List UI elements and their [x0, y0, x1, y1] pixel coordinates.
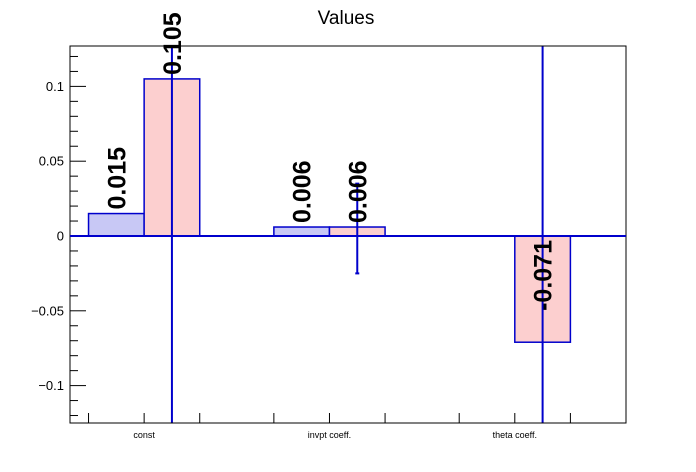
y-tick-label: −0.05: [31, 303, 64, 318]
data-labels-layer: 0.015 0.006 0.105 0.006 -0.071: [103, 12, 557, 311]
y-tick-label: 0.1: [46, 79, 64, 94]
chart-title: Values: [318, 8, 375, 29]
category-label: invpt coeff.: [308, 430, 351, 440]
y-tick-label: 0.05: [39, 154, 64, 169]
category-label: theta coeff.: [493, 430, 537, 440]
category-label: const: [133, 430, 155, 440]
bars-layer: [87, 78, 572, 343]
data-label: -0.071: [530, 240, 558, 311]
bar-series-1-1: [273, 226, 331, 237]
data-label: 0.105: [159, 12, 187, 75]
y-tick-label: 0: [57, 228, 64, 243]
y-tick-label: −0.1: [38, 378, 64, 393]
data-label: 0.006: [289, 160, 317, 223]
bar-series-1-0: [87, 212, 145, 237]
data-label: 0.006: [344, 160, 372, 223]
error-bars-layer: [170, 46, 544, 423]
axes: 0.1 0.05 0 −0.05 −0.1 const invpt coeff. theta …: [31, 45, 627, 440]
data-label: 0.015: [103, 147, 131, 210]
plot-frame: [69, 45, 627, 424]
